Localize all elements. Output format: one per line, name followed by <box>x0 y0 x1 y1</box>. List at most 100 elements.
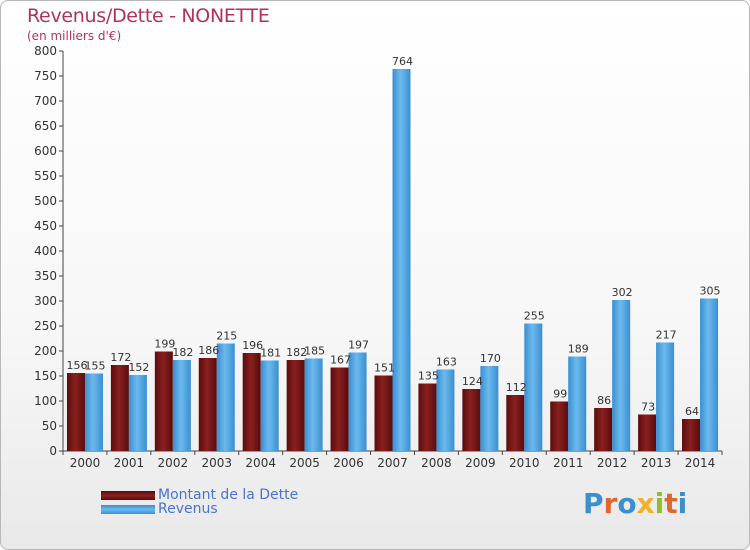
bar-debt-2003 <box>198 358 217 451</box>
logo-letter: P <box>583 487 604 520</box>
chart-title: Revenus/Dette - NONETTE <box>27 5 270 27</box>
data-label-debt-2013: 73 <box>641 401 655 414</box>
legend-label-revenue: Revenus <box>158 501 218 517</box>
x-tick-label-2001: 2001 <box>114 456 145 470</box>
y-tick-label: 400 <box>34 244 57 258</box>
data-label-debt-2009: 124 <box>462 375 483 388</box>
logo-letter: i <box>677 487 688 520</box>
x-tick-label-2002: 2002 <box>158 456 189 470</box>
bar-debt-2000 <box>66 373 85 451</box>
data-label-revenue-2013: 217 <box>656 329 677 342</box>
y-tick-label: 500 <box>34 194 57 208</box>
bar-debt-2009 <box>462 389 481 451</box>
x-tick-label-2009: 2009 <box>465 456 496 470</box>
data-label-debt-2014: 64 <box>685 405 699 418</box>
legend-item-revenue: Revenus <box>101 501 218 517</box>
x-tick-label-2008: 2008 <box>421 456 452 470</box>
data-label-revenue-2010: 255 <box>524 310 545 323</box>
x-tick-label-2012: 2012 <box>597 456 628 470</box>
bar-revenue-2009 <box>480 366 499 451</box>
data-label-debt-2004: 196 <box>242 339 263 352</box>
data-label-debt-2008: 135 <box>418 370 439 383</box>
data-label-debt-2006: 167 <box>330 354 351 367</box>
logo-letter: t <box>664 487 678 520</box>
x-tick-label-2006: 2006 <box>333 456 364 470</box>
data-label-revenue-2009: 170 <box>480 352 501 365</box>
y-tick-label: 0 <box>49 444 57 458</box>
logo-letter: i <box>654 487 665 520</box>
bar-revenue-2014 <box>700 298 719 451</box>
x-tick-label-2003: 2003 <box>201 456 232 470</box>
legend-swatch-debt <box>101 490 155 500</box>
bar-revenue-2011 <box>568 356 587 451</box>
data-label-debt-2007: 151 <box>374 362 395 375</box>
y-tick-label: 550 <box>34 169 57 183</box>
bar-debt-2005 <box>286 360 305 451</box>
y-tick-label: 600 <box>34 144 57 158</box>
data-label-debt-2000: 156 <box>66 359 87 372</box>
bar-revenue-2001 <box>128 375 147 451</box>
logo-letter: r <box>603 487 618 520</box>
logo-letter: o <box>617 487 637 520</box>
bar-debt-2013 <box>638 414 657 451</box>
bar-revenue-2013 <box>656 342 675 451</box>
y-tick-label: 700 <box>34 94 57 108</box>
data-label-revenue-2008: 163 <box>436 356 457 369</box>
bar-revenue-2005 <box>304 358 323 451</box>
x-tick-label-2004: 2004 <box>245 456 276 470</box>
data-label-debt-2012: 86 <box>597 394 611 407</box>
bar-debt-2001 <box>110 365 129 451</box>
bar-revenue-2006 <box>348 352 367 451</box>
x-tick-label-2014: 2014 <box>685 456 716 470</box>
x-tick-label-2013: 2013 <box>641 456 672 470</box>
y-tick-label: 800 <box>34 44 57 58</box>
legend-item-debt: Montant de la Dette <box>101 487 298 503</box>
bar-revenue-2003 <box>216 343 235 451</box>
legend-swatch-revenue <box>101 504 155 514</box>
bar-revenue-2008 <box>436 369 455 451</box>
data-label-revenue-2007: 764 <box>392 55 413 68</box>
legend-label-debt: Montant de la Dette <box>158 487 299 503</box>
data-label-revenue-2002: 182 <box>172 346 193 359</box>
data-label-debt-2001: 172 <box>110 351 131 364</box>
x-tick-label-2000: 2000 <box>70 456 101 470</box>
y-tick-label: 750 <box>34 69 57 83</box>
bar-debt-2008 <box>418 383 437 451</box>
y-tick-label: 250 <box>34 319 57 333</box>
proxiti-logo: Proxiti <box>583 487 687 520</box>
bar-debt-2002 <box>154 351 173 451</box>
x-tick-label-2005: 2005 <box>289 456 320 470</box>
bar-revenue-2007 <box>392 69 411 451</box>
data-label-revenue-2011: 189 <box>568 343 589 356</box>
data-label-revenue-2006: 197 <box>348 339 369 352</box>
logo-letter: x <box>636 487 655 520</box>
data-label-revenue-2005: 185 <box>304 345 325 358</box>
data-label-debt-2011: 99 <box>553 388 567 401</box>
bar-debt-2007 <box>374 375 393 451</box>
bar-debt-2012 <box>594 408 613 451</box>
y-tick-label: 150 <box>34 369 57 383</box>
bar-debt-2014 <box>682 419 701 451</box>
x-tick-label-2007: 2007 <box>377 456 408 470</box>
data-label-revenue-2012: 302 <box>612 286 633 299</box>
y-tick-label: 450 <box>34 219 57 233</box>
data-label-debt-2002: 199 <box>154 338 175 351</box>
bar-revenue-2000 <box>84 373 103 451</box>
y-tick-label: 300 <box>34 294 57 308</box>
bar-debt-2010 <box>506 395 525 451</box>
chart-subtitle: (en milliers d'€) <box>27 29 122 43</box>
bar-debt-2011 <box>550 401 569 451</box>
bar-debt-2004 <box>242 353 261 451</box>
y-tick-label: 650 <box>34 119 57 133</box>
y-tick-label: 50 <box>42 419 57 433</box>
data-label-debt-2003: 186 <box>198 344 219 357</box>
y-tick-label: 200 <box>34 344 57 358</box>
data-label-debt-2005: 182 <box>286 346 307 359</box>
y-tick-label: 100 <box>34 394 57 408</box>
data-label-revenue-2003: 215 <box>216 330 237 343</box>
x-tick-label-2011: 2011 <box>553 456 584 470</box>
bar-revenue-2002 <box>172 360 191 451</box>
data-label-debt-2010: 112 <box>506 381 527 394</box>
